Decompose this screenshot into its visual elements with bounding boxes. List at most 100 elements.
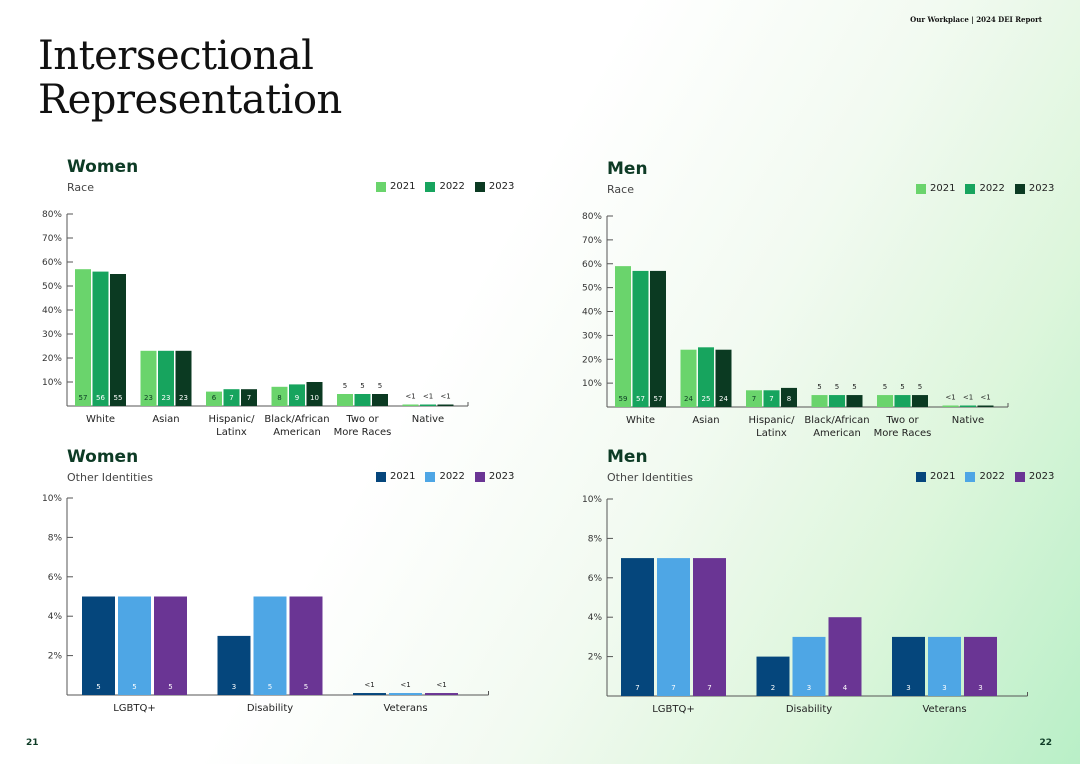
category-label-line: Two or xyxy=(345,414,379,425)
legend-swatch xyxy=(425,471,436,482)
bar xyxy=(650,270,666,407)
y-tick-label: 60% xyxy=(42,258,62,268)
legend-swatch xyxy=(916,471,926,482)
legend-label: 2021 xyxy=(930,183,956,194)
data-label: <1 xyxy=(436,681,446,689)
men-other-identities-chart-panel: Men Other Identities 2021 2022 2023 2% 4%… xyxy=(582,447,1054,722)
category-label-line: Hispanic/ xyxy=(749,415,796,426)
y-tick-label: 50% xyxy=(582,284,602,294)
category-label-line: Two or xyxy=(885,415,919,426)
bar xyxy=(175,350,192,406)
legend-swatch xyxy=(376,471,386,482)
data-label: 8 xyxy=(787,395,791,403)
data-label: 9 xyxy=(295,394,299,402)
data-label: 5 xyxy=(900,383,904,391)
bar xyxy=(92,271,109,406)
legend-item: 2021 xyxy=(916,183,955,194)
bar xyxy=(425,693,458,695)
legend-swatch xyxy=(425,181,436,192)
bar xyxy=(977,405,994,407)
data-label: 5 xyxy=(817,383,821,391)
bar xyxy=(82,596,115,695)
bar xyxy=(154,596,187,695)
category-label: Asian xyxy=(152,414,179,425)
category-label-line: LGBTQ+ xyxy=(113,703,156,714)
chart-legend: 2021 2022 2023 xyxy=(376,471,514,482)
category-label: White xyxy=(86,414,115,425)
legend-swatch xyxy=(1014,183,1025,194)
bar xyxy=(892,636,925,696)
category-label-line: LGBTQ+ xyxy=(652,704,695,715)
data-label: 5 xyxy=(168,683,172,691)
bar xyxy=(792,636,826,696)
y-tick-label: 4% xyxy=(48,612,63,622)
bar xyxy=(621,558,654,696)
category-label-line: American xyxy=(273,427,321,438)
bar xyxy=(657,558,690,696)
legend-item: 2023 xyxy=(474,471,514,482)
data-label: 5 xyxy=(360,382,364,390)
chart-legend: 2021 2022 2023 xyxy=(376,181,514,192)
bar xyxy=(746,390,762,407)
data-label: 7 xyxy=(247,394,251,402)
data-label: 5 xyxy=(378,382,382,390)
category-label: Hispanic/Latinx xyxy=(749,415,796,439)
category-label-line: More Races xyxy=(874,428,932,439)
bar xyxy=(693,558,726,696)
y-tick-label: 70% xyxy=(582,236,602,246)
bar xyxy=(75,269,91,406)
bar xyxy=(402,404,419,406)
legend-swatch xyxy=(376,181,386,192)
category-label: Black/African American xyxy=(264,414,329,438)
bar xyxy=(715,349,732,407)
women-race-chart-panel: Women Race 2021 2022 2023 10% 20% 30% 40% 50… xyxy=(42,157,514,442)
category-label-line: Black/African xyxy=(804,415,869,426)
y-tick-label: 40% xyxy=(582,308,602,318)
chart-subtitle: Race xyxy=(67,181,94,194)
bar xyxy=(680,349,697,407)
legend-label: 2022 xyxy=(439,181,465,192)
data-label: <1 xyxy=(400,681,410,689)
legend-label: 2023 xyxy=(1028,183,1055,194)
category-label-line: Latinx xyxy=(756,428,787,439)
bar xyxy=(306,382,323,406)
y-tick-label: 8% xyxy=(48,533,63,543)
data-label: 3 xyxy=(942,684,946,692)
bar xyxy=(756,656,790,696)
legend-swatch xyxy=(474,471,485,482)
bar xyxy=(223,389,240,406)
category-label-line: Latinx xyxy=(216,427,247,438)
men-race-chart-panel: Men Race 2021 2022 2023 10% 20% 30% 40% 50% 6… xyxy=(582,159,1054,444)
category-label: Veterans xyxy=(922,704,966,715)
bar xyxy=(763,390,780,407)
legend-label: 2022 xyxy=(439,471,465,482)
bar xyxy=(912,395,928,407)
bar xyxy=(140,350,157,406)
bar xyxy=(372,394,388,406)
legend-label: 2023 xyxy=(488,181,515,192)
category-label: Veterans xyxy=(383,703,427,714)
bar xyxy=(389,693,422,695)
y-tick-label: 10% xyxy=(42,494,62,504)
y-tick-label: 4% xyxy=(588,613,603,623)
bar xyxy=(271,386,288,406)
data-label: 5 xyxy=(918,383,922,391)
bar xyxy=(828,617,862,696)
chart-title: Women xyxy=(67,157,139,177)
data-label: 5 xyxy=(343,382,347,390)
category-label-line: Native xyxy=(952,415,984,426)
men-other-chart-svg: 2% 4% 6% 8% 10% 7 7 7 LGBTQ+ 2 3 4 Disability 3 3 3 Vete… xyxy=(582,495,1028,715)
report-header-label: Our Workplace | 2024 DEI Report xyxy=(910,15,1042,24)
data-label: <1 xyxy=(423,393,433,401)
category-label: Disability xyxy=(786,704,832,715)
y-tick-label: 6% xyxy=(48,573,63,583)
legend-item: 2023 xyxy=(1014,183,1055,194)
data-label: 23 xyxy=(162,394,171,402)
category-label-line: Black/African xyxy=(264,414,329,425)
category-label: LGBTQ+ xyxy=(113,703,156,714)
category-label-line: Disability xyxy=(786,704,832,715)
category-label: Two or More Races xyxy=(874,415,932,439)
legend-swatch xyxy=(1014,471,1025,482)
y-tick-label: 2% xyxy=(588,653,603,663)
